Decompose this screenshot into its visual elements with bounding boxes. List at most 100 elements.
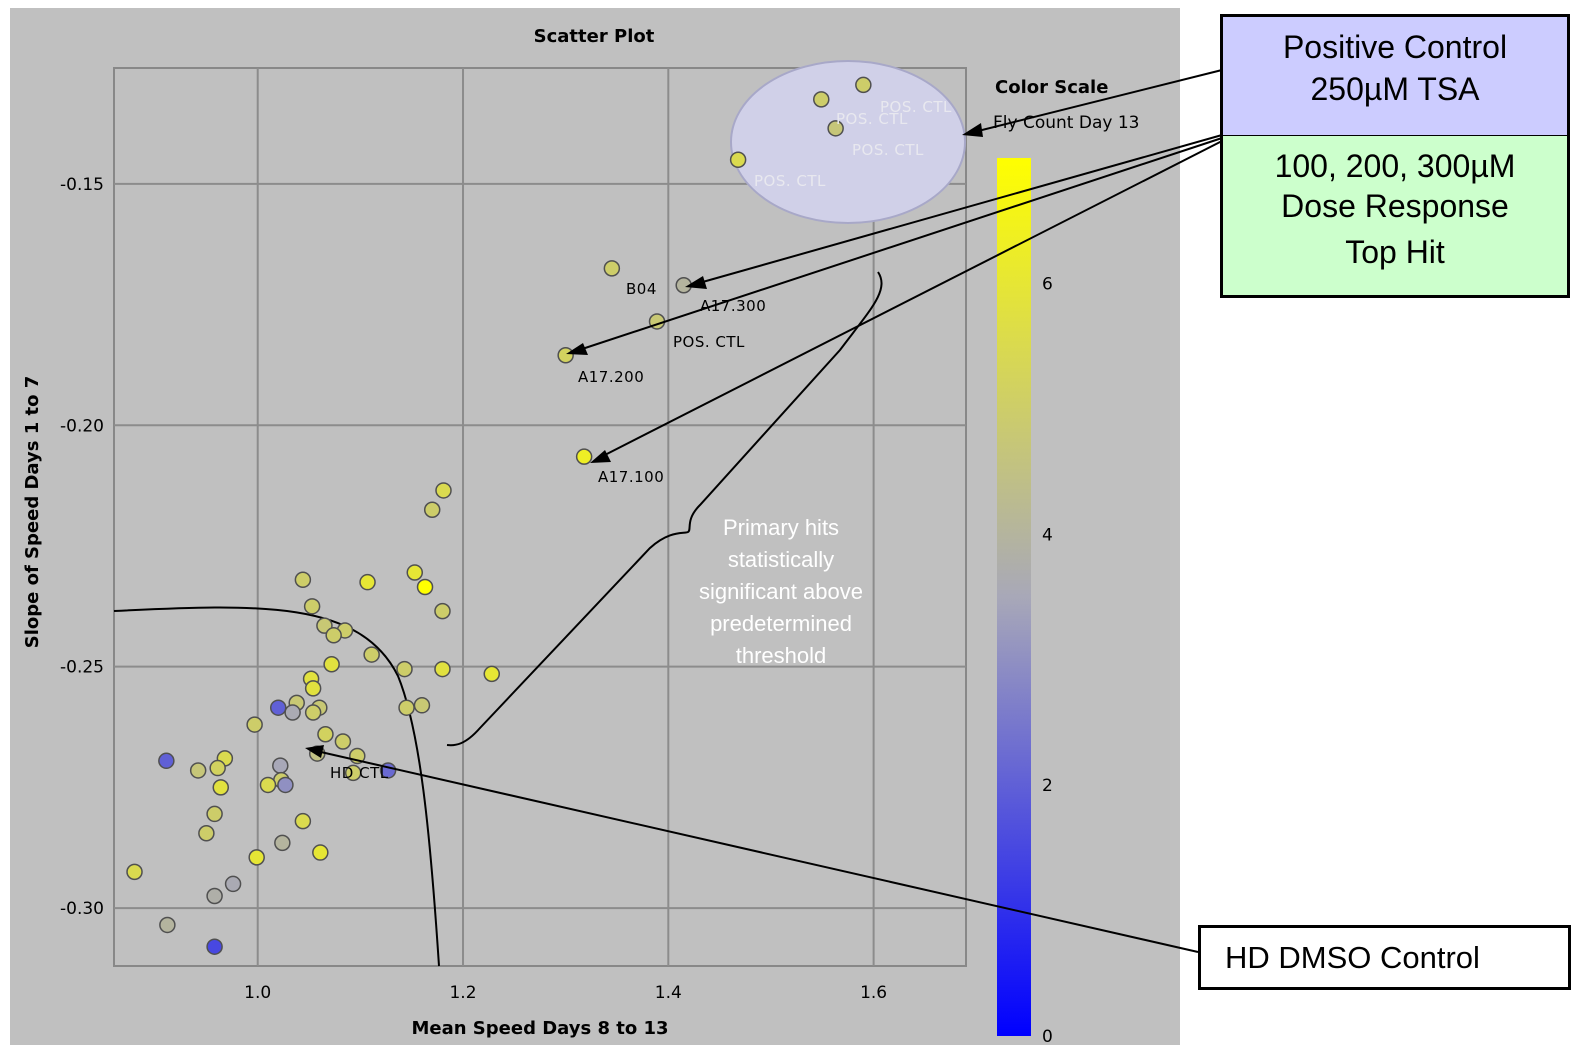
primary-hits-brace	[446, 271, 883, 747]
data-point	[304, 704, 322, 721]
point-label-pos-ctl-3: POS. CTL	[852, 141, 924, 159]
data-point	[158, 752, 175, 770]
data-point	[363, 646, 380, 663]
threshold-curve	[113, 606, 440, 967]
data-point	[259, 776, 277, 794]
annotation-arrows	[311, 69, 1223, 953]
data-point	[729, 151, 747, 168]
data-point	[159, 916, 176, 934]
arrowhead-a17-100	[590, 450, 611, 463]
y-tick-labels: -0.15 -0.20 -0.25 -0.30	[60, 175, 104, 919]
arrowhead-hd	[305, 745, 324, 758]
data-point	[248, 849, 265, 866]
data-point	[323, 656, 340, 673]
x-tick-label: 1.6	[860, 983, 887, 1003]
x-tick-label: 1.4	[655, 983, 682, 1003]
grid-lines	[114, 68, 966, 966]
point-label-hd-ctl: HD CTL	[330, 764, 389, 782]
positive-control-callout: Positive Control 250µM TSA	[1220, 14, 1570, 136]
data-point	[277, 776, 294, 794]
data-point	[423, 501, 441, 519]
point-label-a17-200: A17.200	[578, 368, 644, 386]
data-point	[406, 564, 424, 581]
data-point	[434, 602, 451, 620]
data-point	[317, 726, 334, 743]
color-scale-bar	[997, 158, 1031, 1036]
positive-control-line2: 250µM TSA	[1310, 70, 1480, 107]
data-point	[396, 660, 413, 678]
arrow-hd-control	[311, 749, 1199, 953]
data-point	[294, 812, 312, 830]
point-label-pos-ctl-2: POS. CTL	[836, 110, 908, 128]
data-point	[398, 699, 415, 716]
hd-dmso-control-callout: HD DMSO Control	[1198, 925, 1571, 990]
data-point	[557, 347, 574, 364]
data-point	[206, 805, 223, 823]
data-point	[434, 660, 451, 678]
y-tick-label: -0.20	[60, 416, 104, 436]
y-tick-label: -0.25	[60, 658, 104, 678]
color-scale-tick-label: 4	[1042, 525, 1053, 545]
y-axis-label: Slope of Speed Days 1 to 7	[22, 376, 43, 649]
data-point	[212, 779, 230, 796]
data-point	[334, 733, 352, 750]
point-label-pos-ctl-5: POS. CTL	[673, 333, 745, 351]
data-point	[189, 762, 207, 779]
arrowhead-positive	[962, 123, 983, 137]
data-point	[284, 704, 301, 721]
data-point	[312, 844, 329, 861]
data-point	[304, 680, 322, 697]
hd-dmso-control-label: HD DMSO Control	[1225, 940, 1480, 975]
data-point	[813, 91, 830, 108]
data-point	[416, 578, 434, 596]
x-tick-label: 1.2	[449, 983, 476, 1003]
data-point	[126, 863, 143, 881]
color-scale-ticks: 0 2 4 6	[1042, 274, 1053, 1047]
data-point	[435, 482, 452, 499]
arrow-heads	[305, 123, 983, 758]
chart-title: Scatter Plot	[534, 26, 655, 47]
data-point	[413, 697, 431, 714]
data-point	[224, 875, 242, 893]
point-label-pos-ctl-4: POS. CTL	[754, 172, 826, 190]
data-point	[206, 938, 223, 955]
data-point	[209, 759, 226, 777]
arrow-a17-200	[572, 137, 1223, 353]
point-label-a17-100: A17.100	[598, 468, 664, 486]
x-tick-labels: 1.0 1.2 1.4 1.6	[244, 983, 887, 1003]
arrowhead-a17-300	[685, 276, 707, 289]
data-point	[575, 448, 593, 465]
color-scale-tick-label: 2	[1042, 776, 1053, 796]
y-tick-label: -0.15	[60, 175, 104, 195]
point-label-b04: B04	[626, 280, 657, 298]
data-point	[483, 665, 501, 683]
arrow-a17-100	[596, 140, 1223, 460]
point-label-a17-300: A17.300	[700, 297, 766, 315]
data-point	[603, 260, 621, 277]
data-point	[274, 834, 291, 852]
point-label-pos-ctl-1: POS. CTL	[880, 98, 952, 116]
y-tick-label: -0.30	[60, 899, 104, 919]
data-point	[198, 824, 215, 842]
dose-response-line3: Top Hit	[1345, 234, 1445, 270]
data-point	[246, 716, 263, 733]
data-point	[344, 764, 362, 782]
primary-hits-note: Primary hits statistically significant a…	[699, 515, 863, 668]
positive-control-line1: Positive Control	[1282, 29, 1508, 65]
data-point	[359, 573, 376, 591]
arrow-positive-control	[969, 69, 1223, 134]
positive-control-ellipse	[730, 60, 966, 224]
point-labels: POS. CTL POS. CTL POS. CTL POS. CTL B04 …	[330, 98, 952, 782]
x-tick-label: 1.0	[244, 983, 271, 1003]
data-point	[325, 627, 342, 644]
dose-response-callout: 100, 200, 300µM Dose Response Top Hit	[1220, 135, 1570, 298]
arrow-a17-300	[691, 134, 1223, 286]
color-scale-subtitle: Fly Count Day 13	[993, 113, 1139, 133]
data-point	[294, 571, 312, 589]
data-point	[827, 120, 844, 137]
data-point	[303, 598, 321, 615]
data-points	[126, 76, 872, 955]
data-point	[272, 757, 289, 774]
data-point	[855, 76, 872, 94]
